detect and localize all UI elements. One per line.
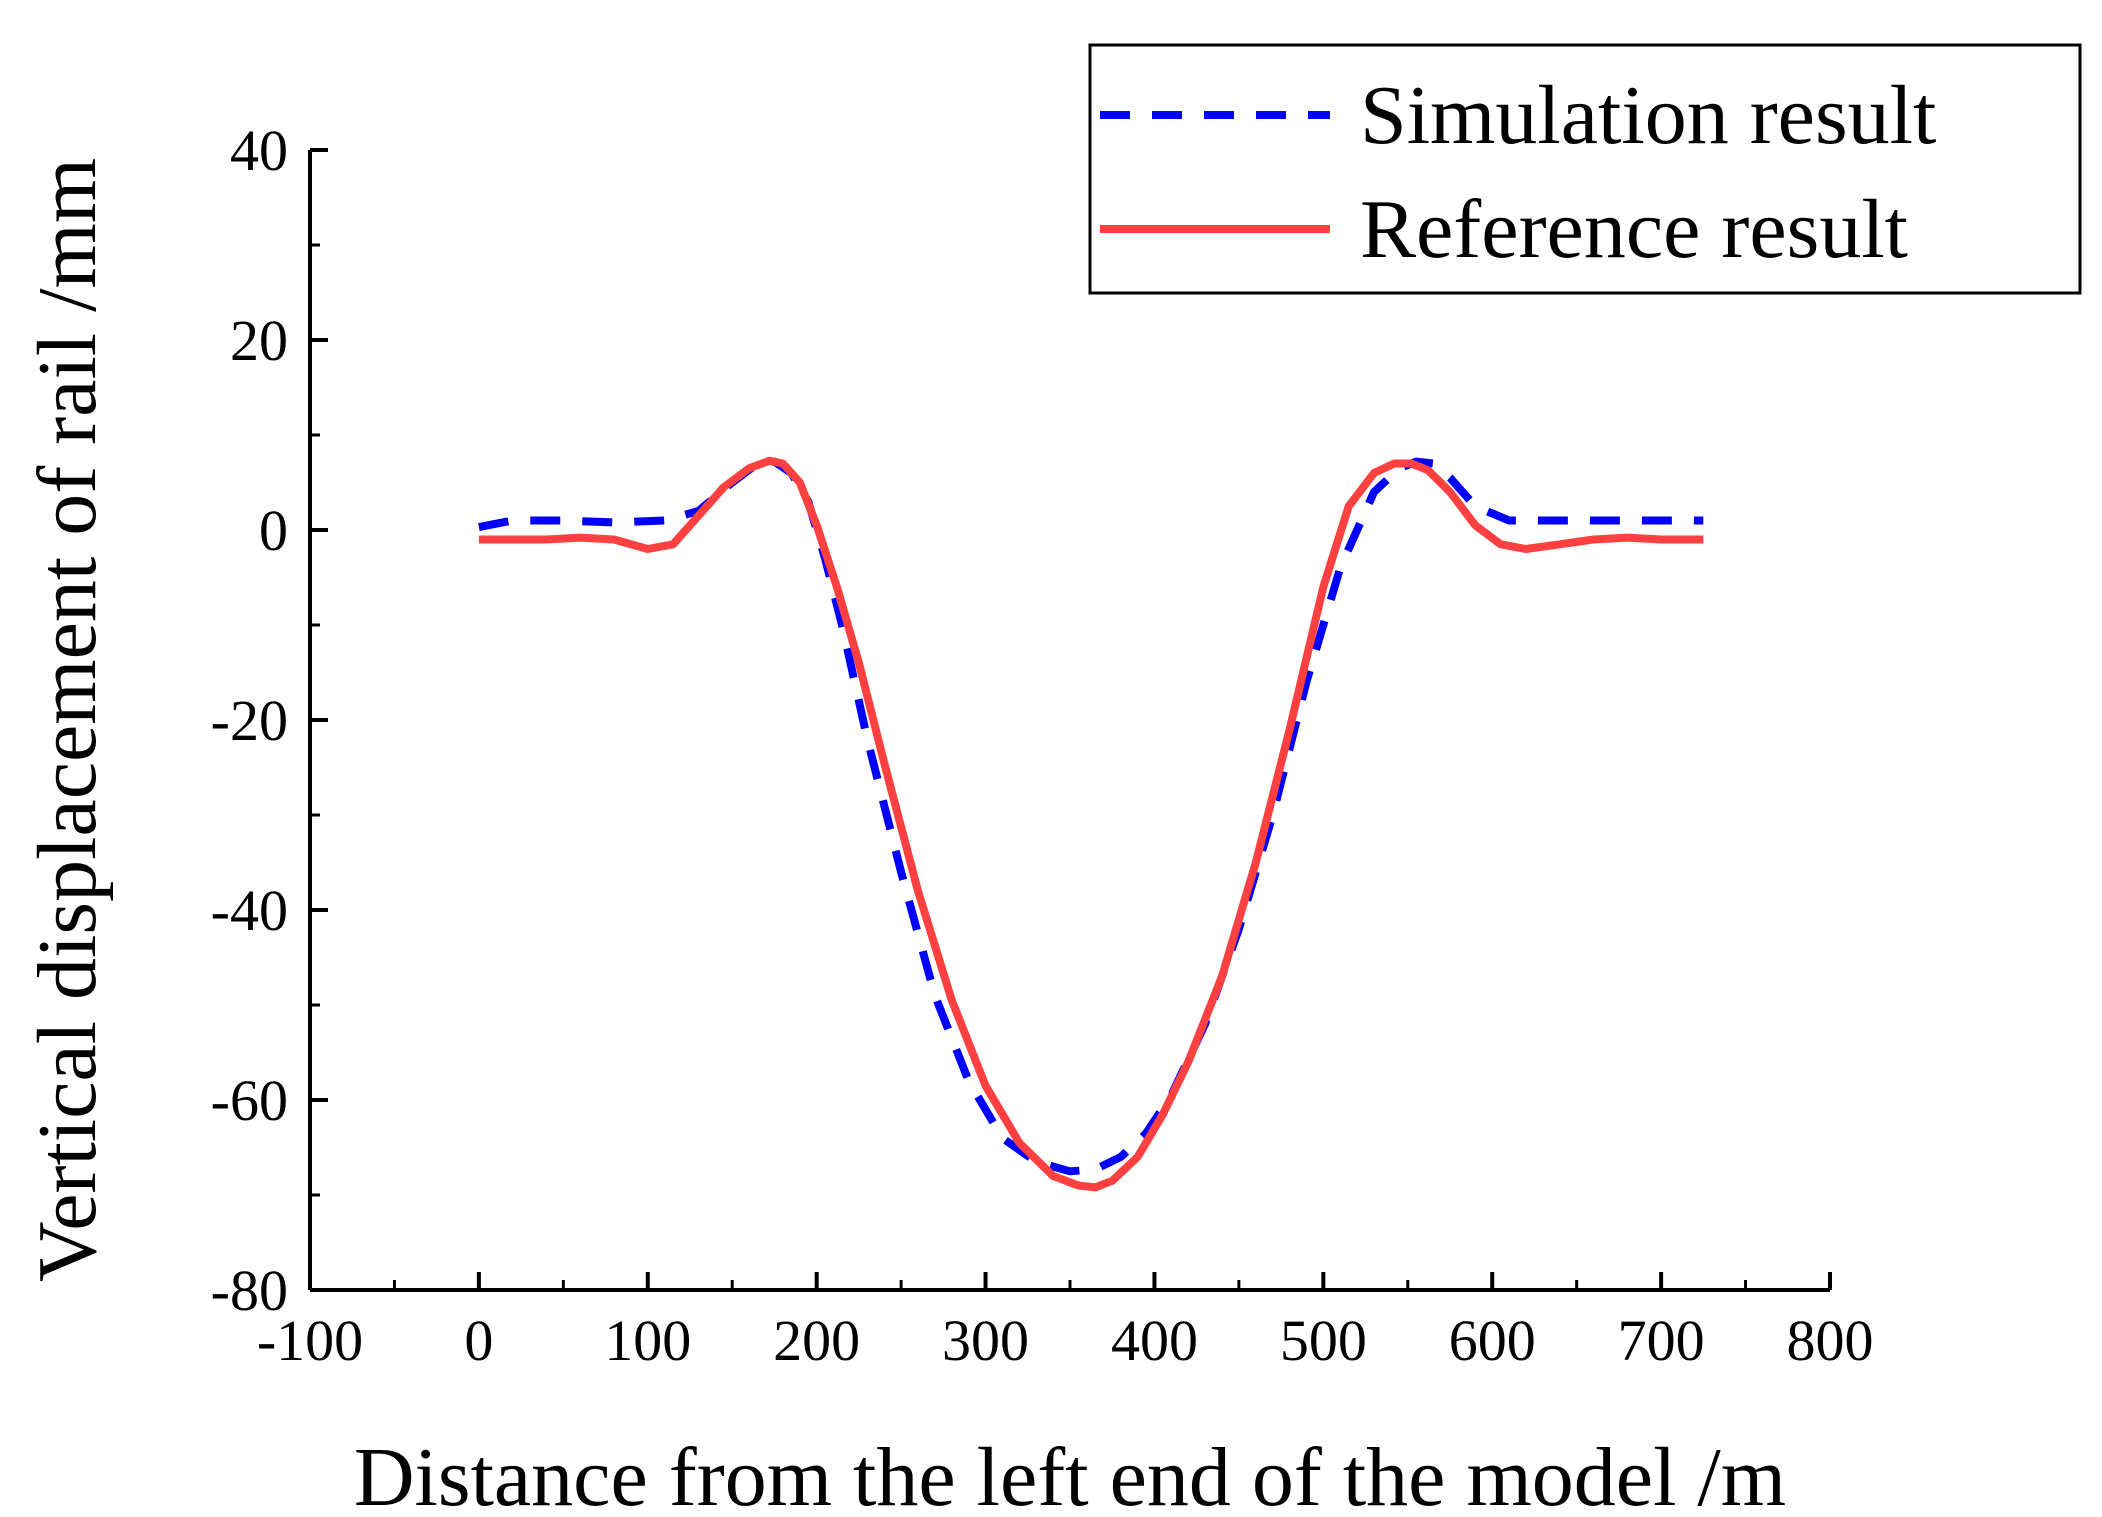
x-tick-label-2: 100 — [604, 1308, 691, 1373]
series-simulation-line — [478, 457, 1704, 1176]
legend-label-simulation: Simulation result — [1360, 69, 1936, 162]
series-layer — [478, 456, 1704, 1192]
y-tick-label-1: -60 — [211, 1068, 288, 1133]
legend-label-reference: Reference result — [1360, 183, 1908, 276]
x-tick-label-7: 600 — [1449, 1308, 1536, 1373]
x-tick-label-6: 500 — [1280, 1308, 1367, 1373]
y-tick-label-5: 20 — [230, 308, 288, 373]
x-tick-label-8: 700 — [1618, 1308, 1705, 1373]
y-tick-label-4: 0 — [259, 498, 288, 563]
legend: Simulation result Reference result — [1088, 43, 2082, 295]
y-axis-title: Vertical displacement of rail /mm — [21, 158, 114, 1282]
x-tick-label-0: -100 — [257, 1308, 363, 1373]
x-ticks: -100 0 100 200 300 400 500 600 700 800 — [257, 1272, 1874, 1373]
series-reference-line — [478, 456, 1704, 1192]
x-tick-label-9: 800 — [1787, 1308, 1874, 1373]
x-tick-label-5: 400 — [1111, 1308, 1198, 1373]
y-ticks: -80 -60 -40 -20 0 20 40 — [211, 118, 328, 1323]
legend-box — [1088, 43, 2082, 295]
x-tick-label-3: 200 — [773, 1308, 860, 1373]
plot-area: -100 0 100 200 300 400 500 600 700 800 -80-60-40-… — [211, 118, 1874, 1373]
y-tick-label-2: -40 — [211, 878, 288, 943]
y-tick-label-0: -80 — [211, 1258, 288, 1323]
x-tick-label-1: 0 — [464, 1308, 493, 1373]
x-axis-title: Distance from the left end of the model … — [354, 1431, 1786, 1517]
x-tick-label-4: 300 — [942, 1308, 1029, 1373]
y-tick-label-6: 40 — [230, 118, 288, 183]
y-tick-label-3: -20 — [211, 688, 288, 753]
